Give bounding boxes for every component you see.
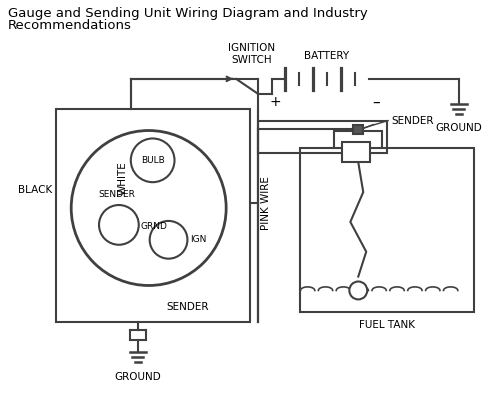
- Text: GRND: GRND: [140, 222, 167, 232]
- Bar: [334, 130, 381, 148]
- Text: IGNITION
SWITCH: IGNITION SWITCH: [228, 43, 275, 65]
- Circle shape: [71, 130, 226, 285]
- Text: PINK WIRE: PINK WIRE: [261, 176, 271, 230]
- Text: SENDER: SENDER: [166, 302, 209, 312]
- Circle shape: [149, 221, 187, 259]
- Text: SENDER: SENDER: [98, 190, 135, 199]
- Bar: [258, 120, 386, 153]
- Bar: [299, 148, 472, 312]
- Text: BATTERY: BATTERY: [303, 51, 348, 61]
- Text: BULB: BULB: [140, 156, 164, 165]
- Circle shape: [349, 281, 367, 299]
- Text: GROUND: GROUND: [434, 122, 481, 133]
- Text: WHITE: WHITE: [118, 161, 128, 195]
- Text: Gauge and Sending Unit Wiring Diagram and Industry: Gauge and Sending Unit Wiring Diagram an…: [8, 8, 367, 20]
- Text: SENDER: SENDER: [391, 116, 433, 125]
- Text: –: –: [371, 95, 379, 110]
- Text: Recommendations: Recommendations: [8, 19, 131, 32]
- Bar: [56, 109, 249, 322]
- Text: FUEL TANK: FUEL TANK: [358, 320, 414, 330]
- Text: GROUND: GROUND: [114, 372, 161, 382]
- Circle shape: [131, 138, 174, 182]
- Circle shape: [99, 205, 138, 245]
- Text: BLACK: BLACK: [18, 185, 52, 195]
- Text: IGN: IGN: [190, 235, 206, 244]
- Bar: [353, 125, 363, 135]
- Text: +: +: [269, 95, 280, 109]
- Bar: [342, 143, 369, 162]
